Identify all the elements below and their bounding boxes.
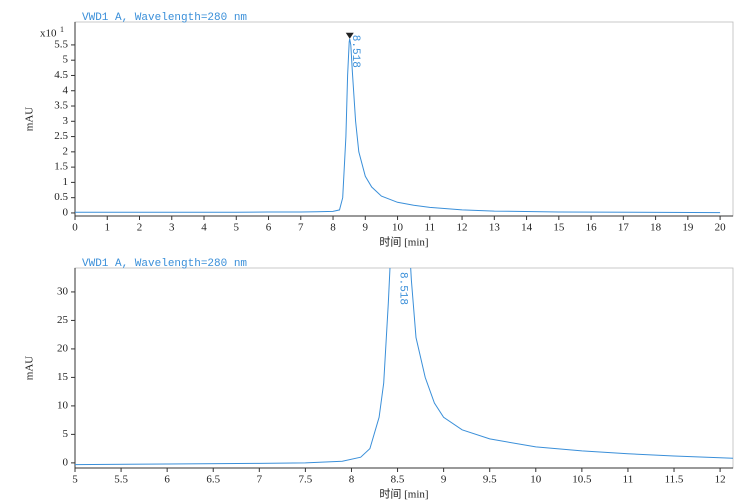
peak-marker	[345, 32, 354, 39]
x-axis-label: 时间 [min]	[379, 236, 428, 249]
x-tick-label: 10	[392, 222, 404, 234]
y-tick-label: 0	[63, 456, 69, 468]
x-tick-label: 9.5	[483, 474, 497, 486]
y-tick-label: 5.5	[54, 38, 68, 50]
x-tick-label: 8	[349, 474, 355, 486]
x-tick-label: 13	[489, 222, 501, 234]
x-tick-label: 17	[618, 222, 630, 234]
y-tick-label: 2	[63, 145, 69, 157]
y-tick-label: 4.5	[54, 69, 68, 81]
x-tick-label: 12	[457, 222, 468, 234]
signal-line	[75, 268, 733, 466]
x-tick-label: 11	[425, 222, 436, 234]
x-tick-label: 9	[363, 222, 369, 234]
x-tick-label: 8.5	[391, 474, 405, 486]
y-tick-label: 1	[63, 176, 69, 188]
x-tick-label: 16	[586, 222, 598, 234]
x-tick-label: 1	[105, 222, 111, 234]
x-tick-label: 20	[715, 222, 727, 234]
y-tick-label: 5	[63, 54, 69, 66]
y-tick-label: 4	[63, 84, 69, 96]
y-tick-label: 15	[57, 371, 69, 383]
plot-frame	[74, 21, 734, 217]
x-tick-label: 2	[137, 222, 143, 234]
x-tick-label: 8	[330, 222, 336, 234]
x-tick-label: 10	[530, 474, 542, 486]
x-tick-label: 0	[72, 222, 78, 234]
x-tick-label: 15	[553, 222, 565, 234]
signal-line	[75, 38, 721, 214]
y-tick-label: 20	[57, 342, 69, 354]
y-tick-label: 10	[57, 399, 69, 411]
x-tick-label: 19	[682, 222, 694, 234]
y-multiplier: x10	[40, 28, 57, 40]
y-axis-label: mAU	[24, 107, 36, 132]
x-tick-label: 11	[623, 474, 634, 486]
x-tick-label: 5	[72, 474, 78, 486]
x-tick-label: 6	[266, 222, 272, 234]
x-tick-label: 4	[201, 222, 207, 234]
y-tick-label: 3.5	[54, 100, 68, 112]
y-tick-label: 1.5	[54, 161, 68, 173]
x-tick-label: 9	[441, 474, 447, 486]
x-tick-label: 7	[298, 222, 304, 234]
y-tick-label: 0	[63, 206, 69, 218]
x-tick-label: 7.5	[299, 474, 313, 486]
chart: VWD1 A, Wavelength=280 nm mAU 时间 [min] 5 5.5…	[24, 258, 734, 501]
peak-label: 8.518	[349, 35, 361, 68]
y-tick-label: 30	[57, 285, 69, 297]
x-tick-label: 18	[650, 222, 662, 234]
x-tick-label: 7	[257, 474, 263, 486]
x-tick-label: 6	[164, 474, 170, 486]
chart-title: VWD1 A, Wavelength=280 nm	[82, 258, 247, 270]
y-tick-label: 0.5	[54, 191, 68, 203]
y-multiplier-exponent: 1	[60, 25, 64, 34]
y-tick-label: 3	[63, 115, 69, 127]
x-tick-label: 5	[234, 222, 240, 234]
chart-title: VWD1 A, Wavelength=280 nm	[82, 12, 247, 24]
y-tick-label: 25	[57, 314, 69, 326]
x-tick-label: 5.5	[114, 474, 128, 486]
x-tick-label: 11.5	[665, 474, 684, 486]
y-tick-label: 2.5	[54, 130, 68, 142]
x-tick-label: 3	[169, 222, 175, 234]
x-axis-label: 时间 [min]	[379, 488, 428, 501]
y-tick-label: 5	[63, 428, 69, 440]
x-tick-label: 12	[715, 474, 726, 486]
x-tick-label: 10.5	[572, 474, 592, 486]
peak-label: 8.518	[396, 272, 408, 305]
y-axis-label: mAU	[24, 356, 36, 381]
x-tick-label: 6.5	[206, 474, 220, 486]
x-tick-label: 14	[521, 222, 533, 234]
